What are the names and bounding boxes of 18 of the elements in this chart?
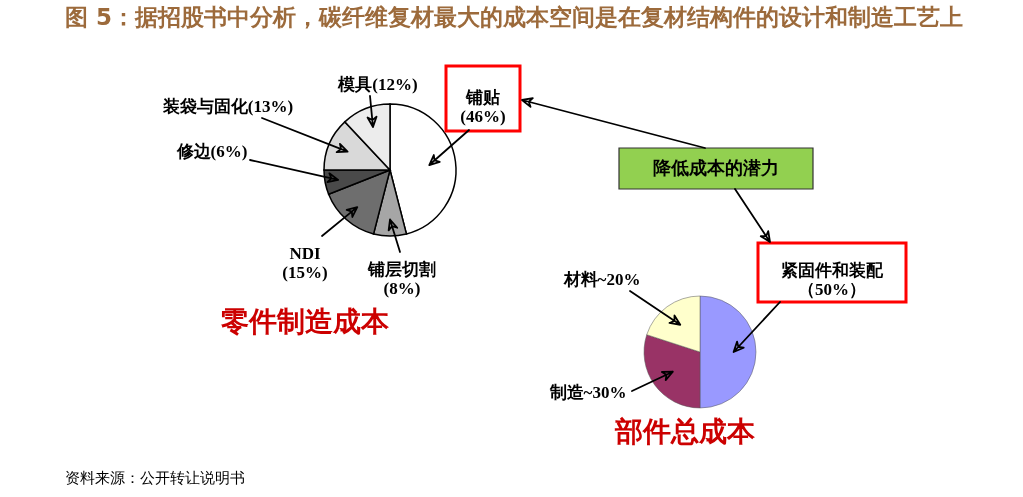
slice-label: 材料~20% <box>562 270 641 289</box>
data-label: (8%) <box>383 279 421 298</box>
slice-label: 铺层切割 <box>367 260 436 279</box>
text: 资料来源：公开转让说明书 <box>65 470 245 486</box>
slice-label: NDI <box>289 244 321 263</box>
data-label: （50%） <box>798 280 866 299</box>
slice-label: 紧固件和装配 <box>781 261 884 280</box>
caption: 图 5：据招股书中分析，碳纤维复材最大的成本空间是在复材结构件的设计和制造工艺上 <box>65 4 964 30</box>
data-label: (46%) <box>460 107 506 126</box>
slice-label: 装袋与固化(13%) <box>161 97 294 116</box>
slice-label: 修边(6%) <box>175 142 248 161</box>
slice-label: 铺贴 <box>465 88 500 107</box>
text: 零件制造成本 <box>221 306 390 337</box>
slice-label: 模具(12%) <box>337 75 418 94</box>
data-label: (15%) <box>282 263 328 282</box>
slice-label: 制造~30% <box>548 383 627 402</box>
text: 降低成本的潜力 <box>653 158 779 178</box>
text: 部件总成本 <box>614 416 756 447</box>
